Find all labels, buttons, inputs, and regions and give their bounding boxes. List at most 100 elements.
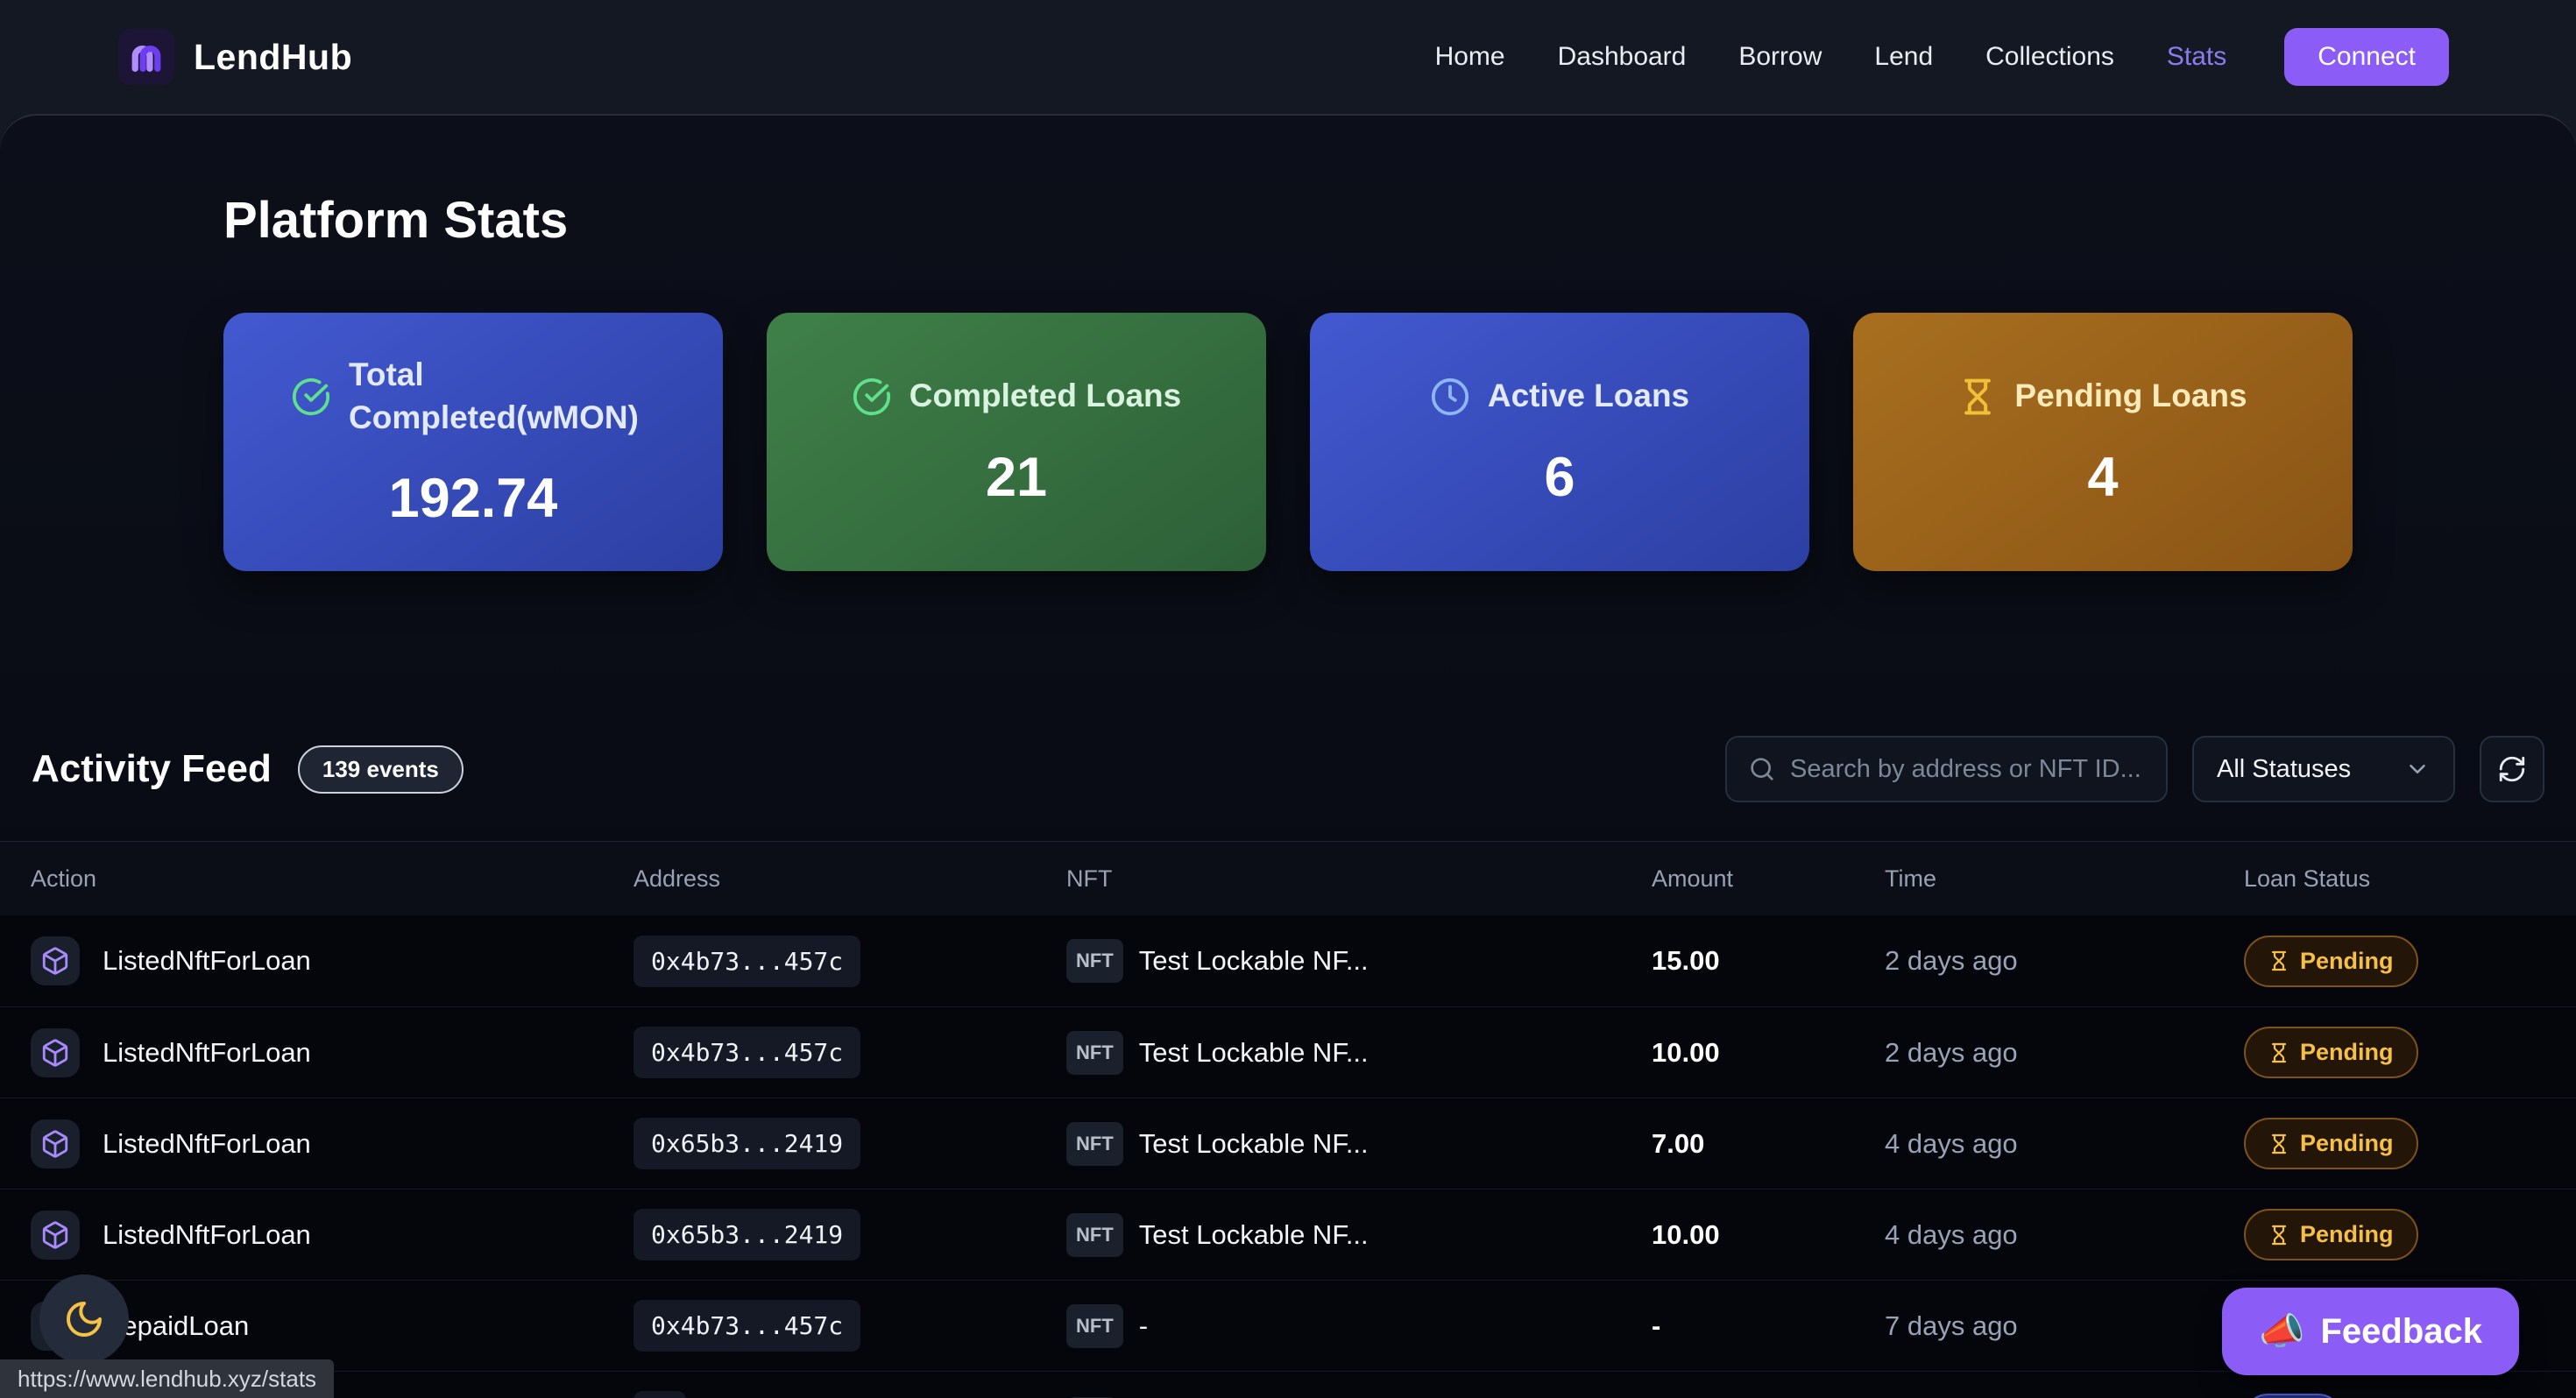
time-value: 2 days ago	[1885, 945, 2018, 976]
stat-card-label: Pending Loans	[2014, 378, 2247, 414]
column-header: NFT	[1066, 865, 1113, 892]
amount-value: -	[1652, 1310, 1661, 1341]
nft-badge: NFT	[1066, 1212, 1123, 1257]
clock-icon	[1430, 377, 1470, 417]
address-chip[interactable]	[633, 1391, 686, 1398]
refresh-button[interactable]	[2480, 736, 2544, 802]
status-label: Pending	[2300, 1130, 2394, 1156]
nav-link-lend[interactable]: Lend	[1874, 42, 1934, 71]
stat-card-value: 4	[2087, 446, 2119, 508]
action-label: ListedNftForLoan	[103, 1218, 311, 1250]
table-row[interactable]: RepaidLoan 0x4b73...457c NFT - - 7 days …	[0, 1280, 2576, 1371]
brand[interactable]: LendHub	[118, 29, 352, 85]
check-circle-icon	[291, 377, 331, 417]
status-badge: Pending	[2244, 1209, 2418, 1260]
status-badge: Pending	[2244, 1118, 2418, 1169]
stat-card: Total Completed(wMON) 192.74	[223, 313, 723, 571]
megaphone-icon: 📣	[2259, 1310, 2305, 1352]
refresh-icon	[2497, 754, 2527, 784]
nav-link-collections[interactable]: Collections	[1985, 42, 2114, 71]
nft-badge: NFT	[1066, 1121, 1123, 1166]
stat-card-value: 21	[985, 446, 1048, 508]
package-icon	[31, 936, 80, 985]
connect-button[interactable]: Connect	[2284, 28, 2449, 86]
column-header: Amount	[1652, 865, 1734, 892]
search-input-wrapper	[1725, 736, 2168, 802]
stat-card: Active Loans 6	[1310, 313, 1809, 571]
nft-name: Test Lockable NF...	[1138, 1127, 1369, 1159]
table-row[interactable]: ListedNftForLoan 0x4b73...457c NFT Test …	[0, 1006, 2576, 1098]
table-row[interactable]: ListedNftForLoan 0x4b73...457c NFT Test …	[0, 915, 2576, 1006]
feedback-label: Feedback	[2320, 1311, 2482, 1351]
status-label: Pending	[2300, 947, 2394, 974]
stat-card-value: 6	[1544, 446, 1575, 508]
nft-badge: NFT	[1066, 1303, 1123, 1348]
moon-icon	[63, 1298, 105, 1340]
package-icon	[31, 1027, 80, 1077]
stat-card: Pending Loans 4	[1853, 313, 2353, 571]
nft-name: Test Lockable NF...	[1138, 1218, 1369, 1250]
address-chip[interactable]: 0x4b73...457c	[633, 1300, 861, 1352]
status-label: Pending	[2300, 1039, 2394, 1065]
status-label: Pending	[2300, 1221, 2394, 1247]
nft-badge	[1066, 1396, 1117, 1398]
status-badge	[2244, 1393, 2342, 1398]
address-chip[interactable]: 0x4b73...457c	[633, 935, 861, 987]
hourglass-icon	[2268, 1225, 2289, 1246]
nft-name: -	[1138, 1310, 1149, 1341]
lendhub-logo-icon	[118, 29, 174, 85]
nav-link-stats[interactable]: Stats	[2166, 42, 2227, 71]
table-row[interactable]	[0, 1371, 2576, 1398]
package-icon	[31, 1119, 80, 1169]
nft-badge: NFT	[1066, 939, 1123, 983]
status-badge: Pending	[2244, 1027, 2418, 1078]
table-row[interactable]: ListedNftForLoan 0x65b3...2419 NFT Test …	[0, 1098, 2576, 1189]
stat-card-label: Completed Loans	[909, 378, 1182, 414]
nav-link-dashboard[interactable]: Dashboard	[1557, 42, 1687, 71]
amount-value: 15.00	[1652, 945, 1720, 976]
nft-name: Test Lockable NF...	[1138, 945, 1369, 976]
brand-name: LendHub	[194, 36, 353, 77]
theme-toggle-button[interactable]	[39, 1274, 129, 1364]
main-panel: Platform Stats Total Completed(wMON) 192…	[0, 114, 2576, 1398]
stat-card: Completed Loans 21	[767, 313, 1266, 571]
nft-name: Test Lockable NF...	[1138, 1036, 1369, 1068]
hourglass-icon	[2268, 950, 2289, 971]
status-filter-select[interactable]: All Statuses	[2192, 736, 2455, 802]
column-header: Time	[1885, 865, 1936, 892]
action-label: ListedNftForLoan	[103, 1036, 311, 1068]
hourglass-icon	[2268, 1042, 2289, 1063]
column-header: Action	[31, 865, 97, 892]
table-row[interactable]: ListedNftForLoan 0x65b3...2419 NFT Test …	[0, 1189, 2576, 1280]
address-chip[interactable]: 0x65b3...2419	[633, 1118, 861, 1169]
address-chip[interactable]: 0x65b3...2419	[633, 1209, 861, 1260]
nav-link-borrow[interactable]: Borrow	[1738, 42, 1822, 71]
check-circle-icon	[852, 377, 892, 417]
action-label: ListedNftForLoan	[103, 1127, 311, 1159]
column-header: Address	[633, 865, 721, 892]
time-value: 4 days ago	[1885, 1218, 2018, 1250]
column-header: Loan Status	[2244, 865, 2371, 892]
hourglass-icon	[2268, 1133, 2289, 1154]
action-label: ListedNftForLoan	[103, 945, 311, 976]
search-icon	[1748, 755, 1776, 783]
feedback-button[interactable]: 📣 Feedback	[2222, 1288, 2519, 1375]
status-badge: Pending	[2244, 935, 2418, 987]
nav-links: Home Dashboard Borrow Lend Collections S…	[1435, 28, 2449, 86]
chevron-down-icon	[2404, 756, 2431, 782]
stat-card-label: Active Loans	[1487, 378, 1690, 414]
activity-table-body: ListedNftForLoan 0x4b73...457c NFT Test …	[0, 915, 2576, 1398]
amount-value: 7.00	[1652, 1127, 1705, 1159]
page-title: Platform Stats	[223, 192, 569, 249]
activity-table: Action Address NFT Amount Time Loan Stat…	[0, 841, 2576, 1398]
status-filter-value: All Statuses	[2217, 754, 2352, 783]
time-value: 7 days ago	[1885, 1310, 2018, 1341]
stat-card-value: 192.74	[388, 467, 558, 529]
activity-feed-title: Activity Feed	[32, 747, 272, 790]
stat-card-label: Total Completed(wMON)	[349, 357, 639, 435]
table-header-row: Action Address NFT Amount Time Loan Stat…	[0, 842, 2576, 915]
top-nav: LendHub Home Dashboard Borrow Lend Colle…	[0, 0, 2576, 114]
search-input[interactable]	[1790, 754, 2145, 784]
nav-link-home[interactable]: Home	[1434, 42, 1505, 71]
address-chip[interactable]: 0x4b73...457c	[633, 1027, 861, 1078]
